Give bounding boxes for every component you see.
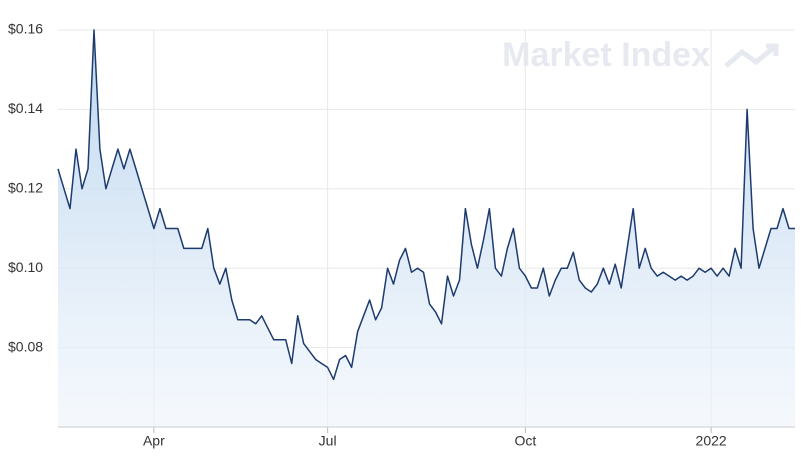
x-tick-label: Jul — [319, 433, 337, 449]
y-tick-label: $0.12 — [8, 180, 43, 196]
watermark: Market Index — [502, 36, 710, 74]
y-tick-label: $0.08 — [8, 338, 43, 354]
area — [58, 30, 795, 427]
price-line — [57, 29, 795, 381]
watermark-icon — [724, 44, 778, 68]
y-tick-label: $0.16 — [8, 21, 43, 37]
watermark-icon — [766, 43, 779, 56]
x-tick-label: Apr — [143, 433, 165, 449]
x-tick-label: Oct — [514, 433, 536, 449]
x-tick-label: 2022 — [696, 433, 727, 449]
y-tick-label: $0.10 — [8, 259, 43, 275]
y-tick-label: $0.14 — [8, 100, 43, 116]
